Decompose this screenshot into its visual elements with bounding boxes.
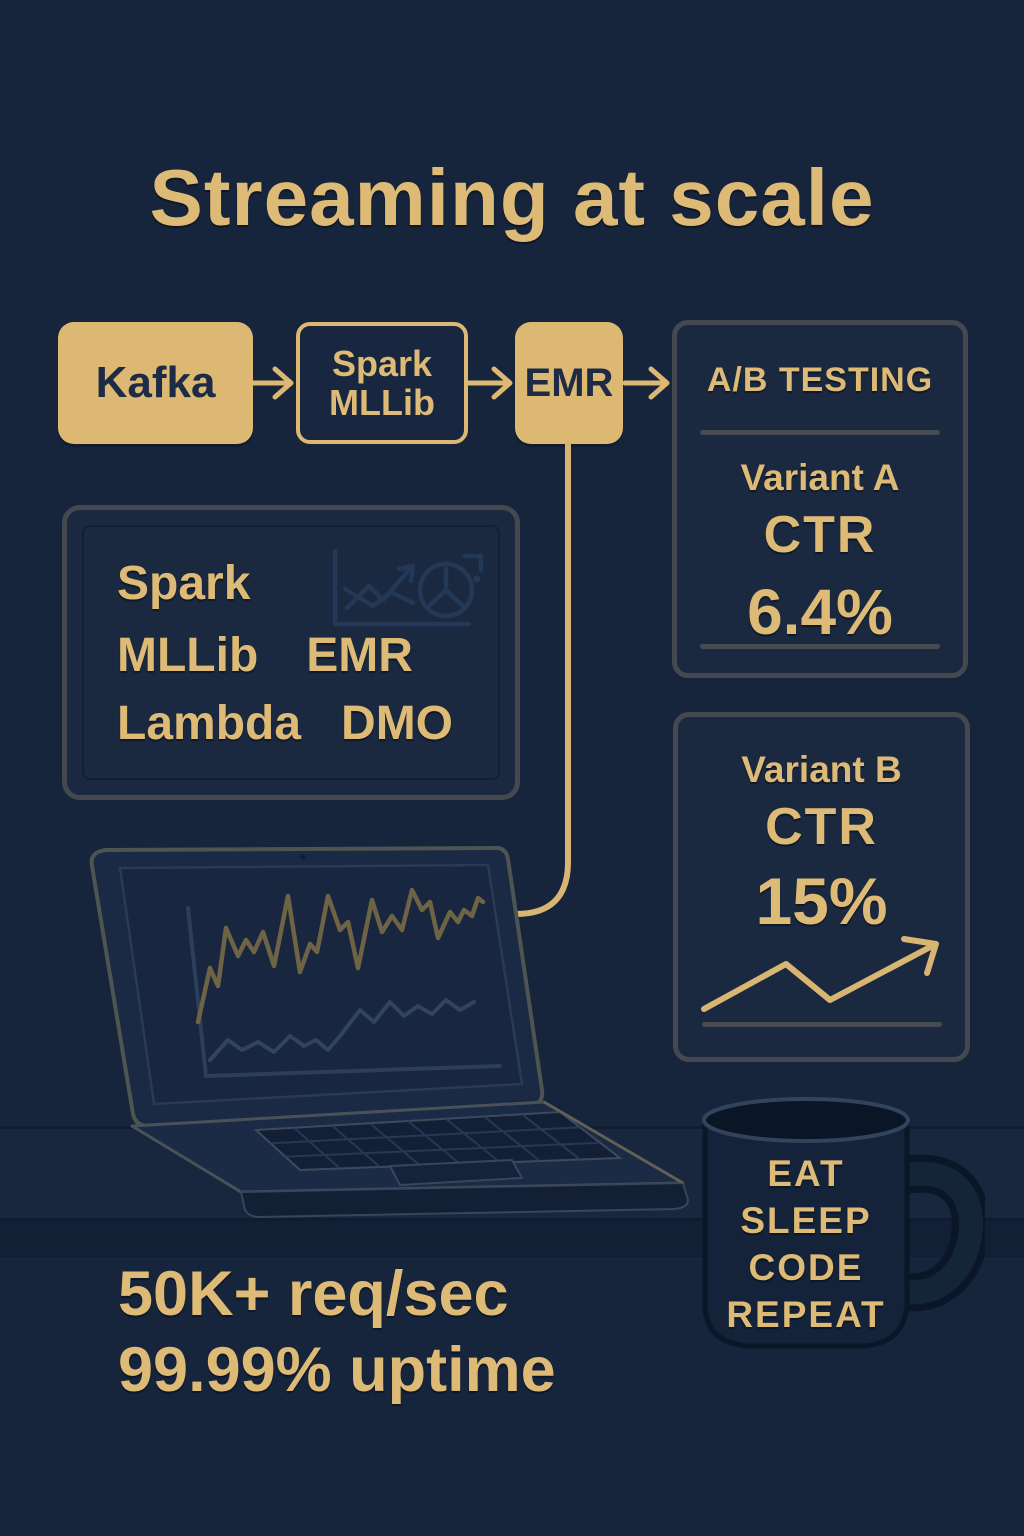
flow-node-label: Kafka [95,358,216,407]
mug-text-line: REPEAT [726,1294,886,1335]
flow-node-label: EMR [524,360,614,405]
line-chart-and-gauge-icon [332,548,484,627]
tech-item: Lambda [117,697,302,750]
variant-a-label: Variant A [740,457,900,498]
divider [700,644,940,649]
flow-node-label: Spark [331,343,433,384]
divider [700,430,940,435]
stats-text: 50K+ req/sec 99.99% uptime [118,1256,556,1408]
ctr-label: CTR [763,506,877,564]
flow-node-kafka: Kafka [58,322,253,444]
tech-row: Lambda DMO [117,698,453,750]
tech-item: Spark [117,557,251,610]
mug-text-line: SLEEP [740,1200,872,1241]
variant-b-label: Variant B [741,749,902,790]
mug-text: EAT SLEEP CODE REPEAT [705,1150,907,1338]
variant-b-panel: Variant B CTR 15% [673,712,970,1062]
tech-item: DMO [341,697,454,750]
laptop-trackpad [389,1159,523,1186]
coffee-mug: EAT SLEEP CODE REPEAT [675,1080,985,1380]
trend-up-arrow-icon [701,936,939,1012]
tech-item: MLLib [117,629,259,682]
ctr-label: CTR [765,798,878,856]
flow-arrow-icon [466,366,513,400]
poster-title: Streaming at scale [149,153,875,242]
mug-text-line: CODE [748,1247,864,1288]
flow-node-spark-mllib: Spark MLLib [296,322,468,444]
tech-row: MLLib EMR [117,630,453,682]
chart-axis [186,906,502,1079]
flow-node-label: MLLib [329,382,435,423]
panel-inner-border [82,525,500,780]
chart-line-gold [195,887,486,1025]
tech-row: Spark [117,558,453,610]
uptime-stat: 99.99% uptime [118,1335,556,1405]
mug-body [702,1117,910,1349]
laptop-front-edge [240,1182,689,1218]
mug-text-line: EAT [767,1153,845,1194]
variant-b-ctr-value: 15% [755,864,888,938]
flow-arrow-icon [623,366,670,400]
tech-stack-panel: Spark MLLib EMR Lambda DMO [62,505,520,800]
flow-node-emr: EMR [515,322,623,444]
divider [701,1022,942,1027]
ab-testing-panel: A/B TESTING Variant A CTR 6.4% [672,320,968,678]
laptop-illustration [89,845,689,1218]
chart-line-blue [208,998,476,1062]
ab-panel-header: A/B TESTING [706,361,934,399]
tech-item: EMR [306,629,413,682]
mug-rim [702,1097,910,1143]
variant-a-ctr-value: 6.4% [747,576,893,648]
flow-arrow-icon [247,366,294,400]
mug-shape [702,1097,985,1349]
throughput-stat: 50K+ req/sec [118,1259,509,1329]
tech-list: Spark MLLib EMR Lambda DMO [117,510,453,750]
